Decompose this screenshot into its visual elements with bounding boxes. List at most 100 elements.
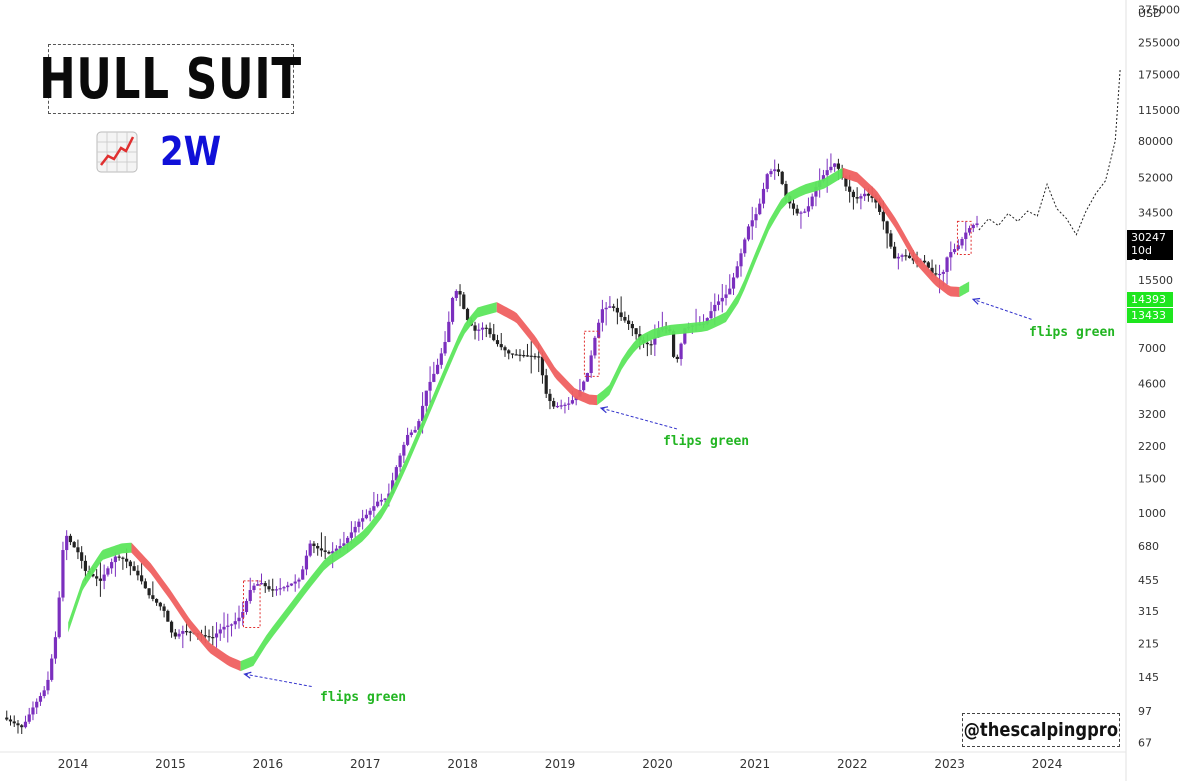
candle-body-56 <box>214 633 219 638</box>
candle-body-259 <box>975 223 979 225</box>
candle-body-165 <box>623 317 627 321</box>
candle-body-2 <box>12 721 16 724</box>
y-tick-215: 215 <box>1138 638 1159 651</box>
y-tick-375000: 375000 <box>1138 4 1180 17</box>
candle-body-107 <box>405 434 410 445</box>
candle-body-189 <box>713 304 717 312</box>
candle-body-211 <box>795 208 799 214</box>
candle-body-67 <box>256 584 260 586</box>
candle-body-111 <box>420 405 425 422</box>
y-tick-175000: 175000 <box>1138 68 1180 81</box>
time-axis[interactable]: 2014 2015 2016 2017 2018 2019 2020 2021 2022 2023… <box>0 751 1126 771</box>
candle-body-39 <box>151 595 155 599</box>
candle-body-97 <box>368 510 372 515</box>
hull-segment-6-down <box>842 167 960 297</box>
candle-body-132 <box>499 344 503 348</box>
candlestick-series <box>5 153 979 734</box>
candle-body-255 <box>960 239 964 246</box>
candle-body-53 <box>203 635 207 637</box>
chart-title: HULL SUIT <box>39 46 303 112</box>
candle-body-213 <box>803 211 807 213</box>
candle-body-59 <box>226 625 230 627</box>
candle-body-204 <box>769 171 773 175</box>
candle-body-236 <box>889 233 893 247</box>
y-tick-115000: 115000 <box>1138 104 1180 117</box>
candle-body-141 <box>533 356 537 358</box>
hull-suit-band <box>68 167 970 672</box>
candle-body-173 <box>653 337 657 345</box>
chart-increasing-icon <box>96 131 138 173</box>
candle-body-100 <box>379 499 383 502</box>
candle-body-221 <box>833 163 837 167</box>
candle-body-159 <box>600 309 604 323</box>
candle-body-164 <box>619 312 623 318</box>
y-tick-455: 455 <box>1138 574 1159 587</box>
candle-body-140 <box>529 355 533 357</box>
candle-body-40 <box>154 598 159 603</box>
candle-body-11 <box>46 679 50 691</box>
candle-body-93 <box>353 526 357 533</box>
currency-label: USD <box>1138 7 1162 20</box>
candle-body-122 <box>462 294 466 309</box>
candle-body-200 <box>754 214 758 221</box>
candle-body-155 <box>585 373 590 382</box>
candle-body-245 <box>922 260 927 263</box>
candle-body-101 <box>383 498 387 500</box>
y-tick-52000: 52000 <box>1138 171 1173 184</box>
annotation-flips-green-1: flips green <box>320 690 407 705</box>
y-tick-97: 97 <box>1138 705 1152 718</box>
candle-body-158 <box>597 322 601 338</box>
candle-body-54 <box>207 636 211 638</box>
candle-body-171 <box>645 342 649 345</box>
candle-body-222 <box>836 163 841 169</box>
candle-body-25 <box>98 578 102 581</box>
candle-body-191 <box>720 297 724 302</box>
hull-level-lower-value: 13433 <box>1131 309 1166 322</box>
candle-body-120 <box>454 291 458 298</box>
candle-body-125 <box>473 325 477 331</box>
candle-body-203 <box>765 174 769 189</box>
price-axis[interactable]: USD 67 97 145 215 315 455 680 1000 1500 2200 3200 46… <box>1125 0 1180 781</box>
hull-segment-2-down <box>131 542 241 672</box>
annotation-arrow-line-1 <box>244 673 312 688</box>
title-box: HULL SUIT <box>40 44 302 114</box>
candle-body-7 <box>31 707 35 715</box>
hull-segment-4-down <box>496 302 598 406</box>
candle-body-150 <box>567 403 571 405</box>
projection-line <box>978 69 1121 236</box>
candle-body-105 <box>398 455 402 468</box>
candle-body-216 <box>814 186 818 197</box>
candle-body-71 <box>271 589 275 591</box>
candle-body-43 <box>166 610 170 622</box>
annotation-arrow-head-1 <box>243 671 252 679</box>
candle-body-194 <box>731 277 736 289</box>
candle-body-230 <box>866 193 870 196</box>
candle-body-44 <box>169 621 174 633</box>
candle-body-35 <box>136 570 140 576</box>
candle-body-149 <box>563 404 567 406</box>
candle-body-24 <box>95 576 99 579</box>
y-tick-3200: 3200 <box>1138 408 1166 421</box>
author-handle: @thescalpingpro <box>963 719 1119 741</box>
candle-body-167 <box>630 324 634 329</box>
candle-body-154 <box>582 381 586 391</box>
candle-body-249 <box>937 273 942 276</box>
candle-body-57 <box>218 629 222 634</box>
candle-body-78 <box>297 579 301 582</box>
candle-body-207 <box>780 171 784 184</box>
candle-body-113 <box>428 381 432 391</box>
highlight-box-3 <box>956 220 972 255</box>
candle-body-89 <box>338 545 342 549</box>
candle-body-248 <box>934 273 938 275</box>
candle-body-29 <box>113 556 117 563</box>
annotation-arrow-head-3 <box>971 297 981 305</box>
candle-body-109 <box>413 429 417 433</box>
candle-body-91 <box>346 537 350 544</box>
candle-body-218 <box>821 175 826 181</box>
highlight-box-2 <box>583 330 600 377</box>
candle-body-85 <box>323 550 327 552</box>
candle-body-55 <box>211 637 215 639</box>
x-tick-2018: 2018 <box>447 757 478 771</box>
y-tick-7000: 7000 <box>1138 342 1166 355</box>
